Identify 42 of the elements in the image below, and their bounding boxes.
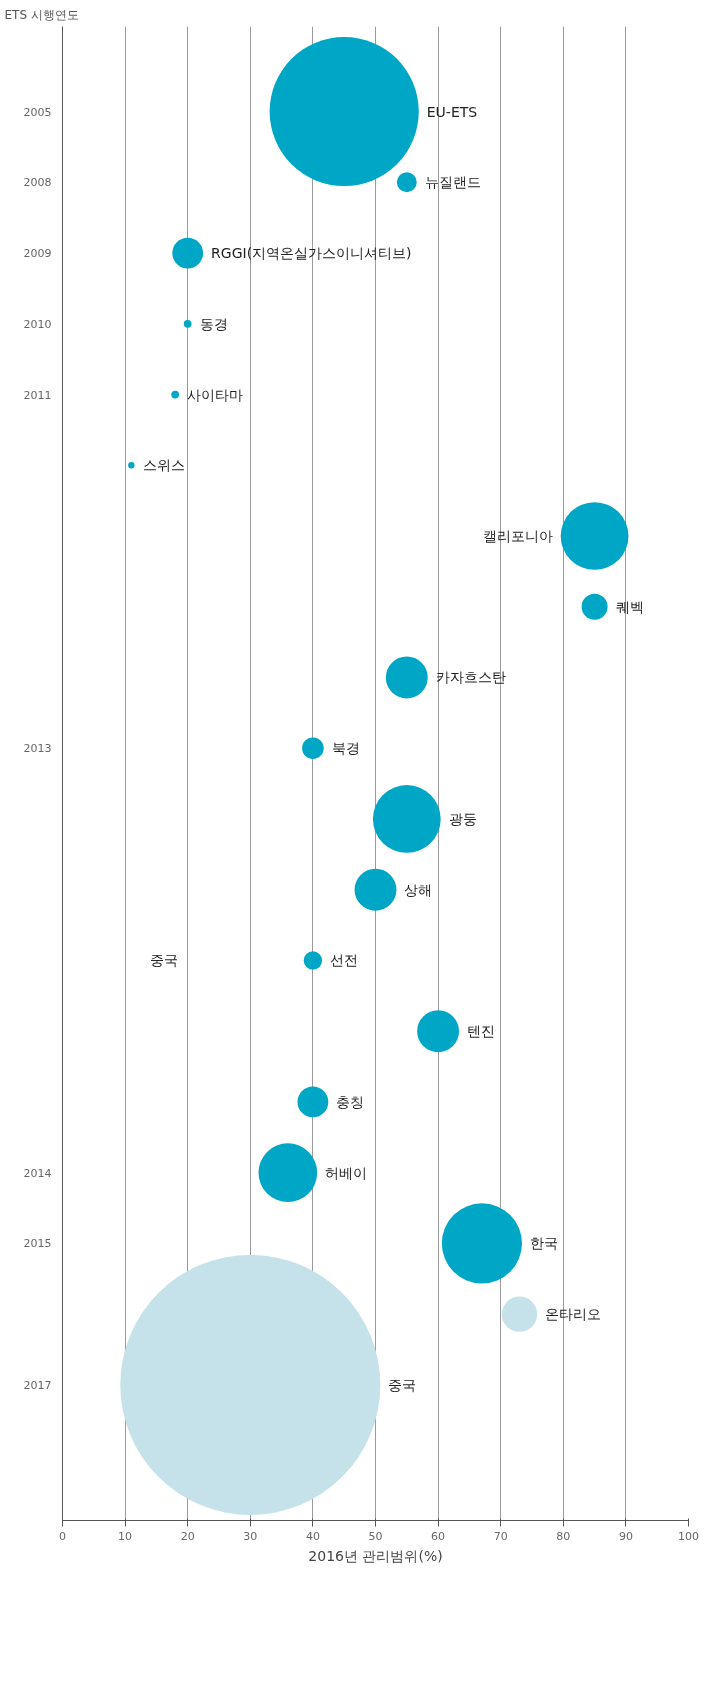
x-tick-label: 70 bbox=[493, 1529, 508, 1543]
x-tick-label: 50 bbox=[368, 1529, 383, 1543]
series-label: RGGI(지역온실가스이니셔티브) bbox=[211, 245, 412, 262]
y-tick-label: 2005 bbox=[23, 105, 52, 119]
series-label: 한국 bbox=[529, 1235, 558, 1252]
x-tick-label: 60 bbox=[431, 1529, 446, 1543]
series-label: 텐진 bbox=[467, 1023, 496, 1040]
series-label: 뉴질랜드 bbox=[424, 174, 481, 191]
y-tick-label: 2013 bbox=[23, 742, 52, 756]
y-tick-label: 2009 bbox=[23, 247, 52, 261]
x-tick-label: 100 bbox=[678, 1529, 699, 1543]
x-tick-label: 40 bbox=[305, 1529, 320, 1543]
x-tick-label: 80 bbox=[556, 1529, 571, 1543]
series-label: 사이타마 bbox=[187, 386, 244, 403]
x-tick-label: 20 bbox=[180, 1529, 195, 1543]
annotation: 중국 bbox=[150, 952, 179, 969]
series-label: 선전 bbox=[330, 952, 359, 969]
x-axis-title: 2016년 관리범위(%) bbox=[308, 1547, 443, 1564]
y-tick-label: 2017 bbox=[23, 1378, 52, 1392]
series-label: 광둥 bbox=[448, 810, 477, 827]
y-tick-label: 2014 bbox=[23, 1166, 52, 1180]
x-tick-label: 90 bbox=[618, 1529, 633, 1543]
y-tick-label: 2010 bbox=[23, 317, 52, 331]
x-tick-label: 30 bbox=[243, 1529, 258, 1543]
series-label: EU-ETS bbox=[426, 103, 478, 120]
y-tick-label: 2015 bbox=[23, 1237, 52, 1251]
series-label: 캘리포니아 bbox=[482, 528, 553, 545]
y-tick-label: 2008 bbox=[23, 176, 52, 190]
text: ETS 시행연도 bbox=[4, 7, 79, 22]
series-label: 충칭 bbox=[336, 1093, 365, 1110]
series-label: 카자흐스탄 bbox=[435, 669, 506, 686]
series-label: 퀘벡 bbox=[615, 598, 644, 615]
series-label: 온타리오 bbox=[545, 1306, 602, 1323]
y-tick-label: 2011 bbox=[23, 388, 52, 402]
series-label: 동경 bbox=[199, 315, 228, 332]
x-tick-label: 10 bbox=[118, 1529, 133, 1543]
series-label: 스위스 bbox=[142, 457, 185, 474]
series-label: 허베이 bbox=[325, 1164, 368, 1181]
series-label: 북경 bbox=[331, 740, 360, 757]
series-label: 중국 bbox=[388, 1376, 417, 1393]
x-tick-label: 0 bbox=[59, 1529, 66, 1543]
series-label: 상해 bbox=[404, 881, 433, 898]
